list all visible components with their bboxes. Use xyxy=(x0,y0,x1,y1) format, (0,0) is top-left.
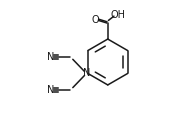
Text: N: N xyxy=(83,68,90,78)
Text: N: N xyxy=(47,85,55,95)
Text: O: O xyxy=(91,15,99,25)
Text: OH: OH xyxy=(111,11,126,20)
Text: N: N xyxy=(47,52,55,62)
